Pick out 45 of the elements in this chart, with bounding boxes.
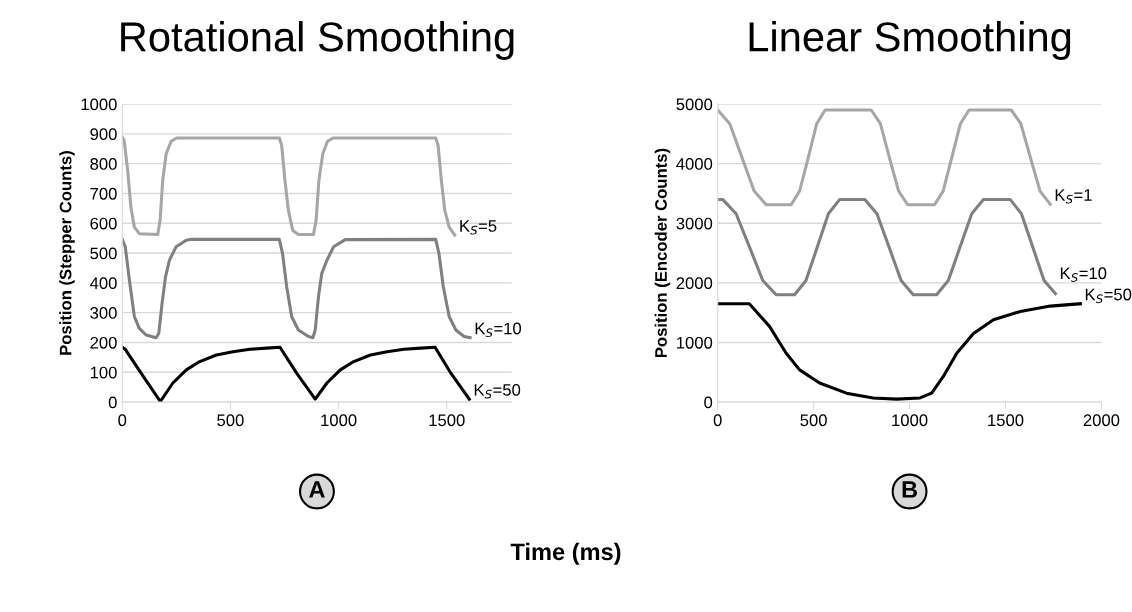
x-axis-title: Time (ms)	[510, 542, 621, 565]
y-tick-label: 300	[90, 307, 117, 319]
line-series	[717, 302, 1082, 401]
y-tick-label: 0	[704, 396, 713, 409]
text: B	[902, 481, 918, 498]
y-axis-title: Position (Stepper Counts)	[59, 151, 75, 355]
y-axis-title: Position (Encoder Counts)	[654, 148, 671, 358]
y-tick-label: 4000	[676, 158, 713, 170]
annotation: K$_{S}$=5	[460, 220, 497, 235]
x-tick-label: 1500	[988, 414, 1024, 427]
y-tick-label: 1000	[677, 336, 713, 349]
y-tick-label: 0	[108, 396, 117, 409]
x-tick-label: 1000	[892, 414, 928, 427]
y-tick-label: 500	[90, 247, 117, 260]
x-tick-label: 0	[713, 414, 722, 427]
chart-title: Rotational Smoothing	[121, 21, 514, 60]
x-tick-label: 1500	[429, 414, 465, 427]
annotation: K$_{S}$=50	[474, 383, 521, 399]
line-series	[717, 197, 1057, 297]
y-tick-label: 200	[90, 336, 117, 349]
y-tick-label: 400	[89, 277, 117, 290]
annotation: K$_{S}$=50	[1085, 288, 1132, 304]
line-series	[122, 345, 471, 403]
annotation: K$_{S}$=10	[1060, 267, 1107, 282]
x-tick-label: 2000	[1083, 414, 1120, 427]
y-tick-label: 1000	[81, 98, 117, 111]
y-tick-label: 100	[90, 366, 117, 379]
y-tick-label: 2000	[676, 277, 713, 290]
x-tick-label: 500	[217, 414, 244, 427]
line-series	[122, 135, 457, 237]
annotation: K$_{S}$=10	[475, 322, 522, 338]
line-series	[122, 237, 472, 340]
y-tick-label: 5000	[676, 98, 713, 111]
y-tick-label: 3000	[676, 217, 713, 230]
x-tick-label: 0	[118, 414, 127, 427]
y-tick-label: 600	[90, 217, 117, 230]
annotation: K$_{S}$=1	[1055, 189, 1092, 204]
y-tick-label: 700	[90, 187, 117, 200]
text: A	[309, 481, 325, 498]
y-tick-label: 800	[90, 158, 117, 170]
line-series	[717, 108, 1052, 207]
x-tick-label: 1000	[321, 414, 357, 427]
y-tick-label: 900	[90, 128, 117, 141]
x-tick-label: 500	[800, 414, 827, 427]
chart-title: Linear Smoothing	[749, 21, 1071, 60]
